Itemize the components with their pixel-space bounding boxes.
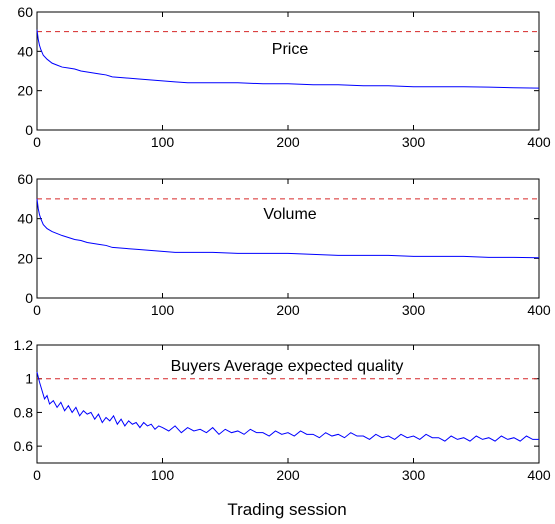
x-tick-label: 200 [276, 134, 300, 150]
panel-1: 0 100 200 300 400 0 20 40 60 Price [17, 4, 550, 150]
x-tick-label: 300 [402, 467, 426, 483]
x-tick-label: 400 [527, 302, 551, 318]
y-tick-label: 60 [17, 4, 33, 20]
panel-annotation: Volume [263, 206, 316, 223]
x-tick-label: 300 [402, 134, 426, 150]
series-line [36, 198, 540, 259]
panel-annotation: Price [272, 41, 309, 58]
series-line [36, 29, 540, 89]
x-tick-label: 100 [151, 134, 175, 150]
y-tick-label: 0 [25, 122, 33, 138]
y-tick-label: 20 [17, 250, 33, 266]
x-tick-label: 200 [276, 467, 300, 483]
x-tick-label: 100 [151, 302, 175, 318]
y-tick-label: 0 [25, 290, 33, 306]
panel-2: 0 100 200 300 400 0 20 40 60 Volume [17, 171, 550, 318]
y-tick-label: 1 [25, 371, 33, 387]
y-tick-label: 20 [17, 83, 33, 99]
x-tick-label: 0 [33, 467, 41, 483]
x-tick-label: 0 [33, 134, 41, 150]
x-tick-label: 300 [402, 302, 426, 318]
y-tick-label: 0.8 [14, 404, 34, 420]
figure-xlabel: Trading session [227, 500, 346, 519]
x-tick-label: 0 [33, 302, 41, 318]
y-tick-label: 40 [17, 211, 33, 227]
y-tick-label: 0.6 [14, 438, 34, 454]
x-tick-label: 400 [527, 467, 551, 483]
series-line [36, 371, 539, 442]
panel-3: 0 100 200 300 400 0.6 0.8 1 1.2 Buyers Average ex… [14, 337, 551, 483]
y-tick-label: 1.2 [14, 337, 34, 353]
y-tick-label: 40 [17, 43, 33, 59]
y-tick-label: 60 [17, 171, 33, 187]
axes-box [36, 11, 540, 131]
panel-annotation: Buyers Average expected quality [171, 358, 404, 375]
x-tick-label: 100 [151, 467, 175, 483]
x-tick-label: 400 [527, 134, 551, 150]
axes-box [36, 178, 540, 299]
x-tick-label: 200 [276, 302, 300, 318]
